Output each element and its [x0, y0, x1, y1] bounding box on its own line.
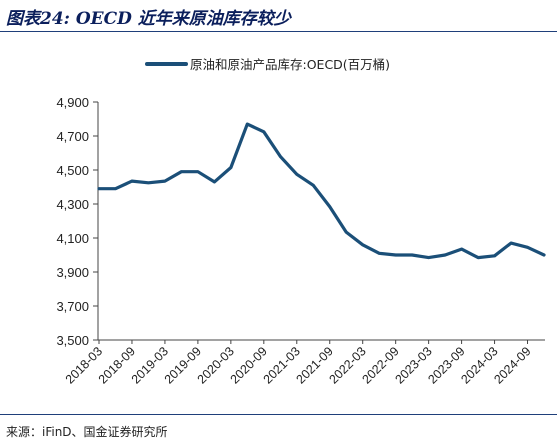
- data-point: [180, 170, 183, 173]
- data-point: [493, 254, 496, 258]
- y-tick-label: 4,700: [56, 129, 89, 144]
- data-point: [311, 184, 315, 187]
- y-axis-ticks: 4,900 4,700 4,500 4,300 4,100 3,900 3,700 3,500: [56, 95, 98, 348]
- y-tick-label: 4,500: [56, 163, 89, 178]
- y-tick-label: 4,900: [56, 95, 89, 110]
- data-point: [344, 230, 348, 234]
- legend: 原油和原油产品库存:OECD(百万桶): [145, 57, 390, 72]
- data-point: [278, 155, 282, 158]
- data-point: [410, 253, 414, 257]
- legend-label: 原油和原油产品库存:OECD(百万桶): [190, 57, 390, 72]
- data-point: [328, 205, 332, 208]
- series-line: [97, 122, 546, 260]
- y-tick-label: 4,100: [56, 231, 89, 246]
- y-tick-label: 3,500: [56, 333, 89, 348]
- series-layer: [97, 122, 546, 260]
- data-point: [443, 253, 447, 257]
- data-point: [394, 253, 397, 257]
- data-point: [114, 187, 117, 190]
- data-point: [262, 130, 266, 134]
- data-point: [97, 187, 101, 190]
- source-note: 来源：iFinD、国金证券研究所: [6, 425, 168, 439]
- data-point: [526, 246, 529, 249]
- data-point: [476, 256, 480, 259]
- data-point: [377, 252, 381, 255]
- data-point: [246, 122, 249, 126]
- data-point: [509, 241, 513, 245]
- y-tick-label: 3,900: [56, 265, 89, 280]
- x-axis-ticks: 2018-032018-092019-032019-092020-032020-…: [63, 340, 534, 387]
- data-point: [542, 253, 546, 257]
- data-point: [427, 256, 430, 259]
- data-point: [460, 247, 463, 251]
- data-point: [196, 170, 200, 173]
- x-tick-label: 2024-09: [491, 344, 533, 386]
- data-point: [147, 181, 150, 185]
- line-chart: 原油和原油产品库存:OECD(百万桶) 4,900 4,700 4,500 4,300…: [56, 57, 546, 387]
- data-point: [361, 243, 365, 247]
- data-point: [163, 179, 167, 183]
- data-point: [213, 180, 216, 184]
- data-point: [295, 172, 299, 176]
- y-tick-label: 3,700: [56, 299, 89, 314]
- title-divider: [0, 31, 557, 32]
- figure-title: 图表24: OECD 近年来原油库存较少: [6, 9, 291, 29]
- y-tick-label: 4,300: [56, 197, 89, 212]
- data-point: [229, 166, 233, 169]
- data-point: [130, 179, 134, 183]
- footer-divider: [0, 414, 557, 415]
- axes: [97, 102, 545, 341]
